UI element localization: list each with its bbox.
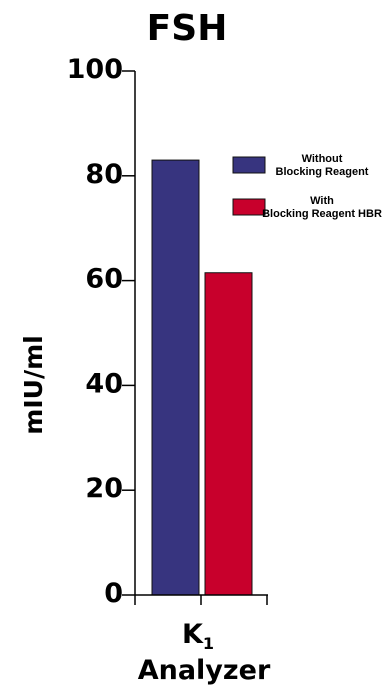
legend-label-line2: Blocking Reagent	[276, 166, 369, 178]
legend-swatch	[232, 198, 266, 216]
legend-swatch	[232, 156, 266, 174]
category-subscript: 1	[203, 634, 214, 653]
y-axis: 0 20 40 60 80 100	[67, 54, 136, 609]
bars	[151, 159, 253, 596]
y-tick-label: 100	[67, 54, 123, 85]
x-category-label: K1	[182, 619, 214, 653]
legend-label-line1: Without	[302, 153, 343, 165]
x-axis	[134, 594, 268, 605]
y-tick-label: 0	[104, 578, 123, 609]
legend-label-line1: With	[310, 195, 334, 207]
y-axis-label: mIU/ml	[19, 335, 48, 434]
bar	[151, 159, 200, 596]
legend-label-line2: Blocking Reagent HBR	[262, 208, 382, 220]
x-axis-label: Analyzer	[138, 655, 271, 686]
category-main: K	[182, 619, 204, 650]
y-tick-label: 20	[85, 473, 123, 504]
y-tick-label: 60	[85, 264, 123, 295]
y-tick-label: 80	[85, 159, 123, 190]
chart-title: FSH	[147, 8, 228, 49]
y-tick-label: 40	[85, 368, 123, 399]
bar	[204, 272, 253, 596]
